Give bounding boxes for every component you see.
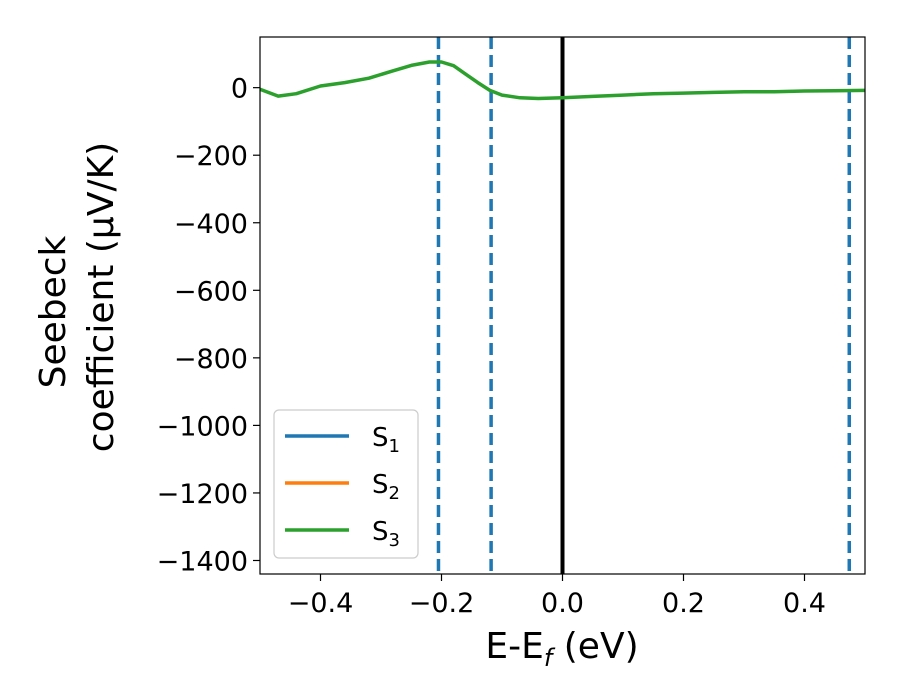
y-tick-label: −800 (174, 344, 248, 375)
legend-label-s1: S1 (372, 423, 400, 457)
plot-area (260, 37, 865, 574)
legend-label-s3: S3 (372, 517, 400, 551)
x-tick-label: 0.2 (662, 588, 705, 619)
x-tick-label: −0.2 (409, 588, 475, 619)
y-axis-title-line1: Seebeck (33, 235, 74, 388)
y-tick-label: −1000 (157, 411, 248, 442)
x-tick-label: 0.0 (541, 588, 584, 619)
y-tick-label: −200 (174, 141, 248, 172)
y-axis-title-line2: coefficient (μV/K) (81, 142, 122, 452)
y-tick-label: −1200 (157, 479, 248, 510)
x-axis-title: E-Ef (eV) (485, 626, 638, 672)
legend-label-s2: S2 (372, 470, 400, 504)
axis-ticks: −0.4 −0.2 0.0 0.2 0.4 0 −200 −400 −600 −800 −1000 −… (157, 36, 866, 619)
series-line-s3 (260, 60, 865, 101)
y-tick-label: 0 (231, 74, 248, 105)
x-tick-label: −0.4 (288, 588, 354, 619)
y-tick-label: −400 (174, 209, 248, 240)
y-tick-label: −600 (174, 276, 248, 307)
x-tick-label: 0.4 (783, 588, 826, 619)
y-tick-label: −1400 (157, 546, 248, 577)
legend: S1 S2 S3 (273, 409, 419, 559)
